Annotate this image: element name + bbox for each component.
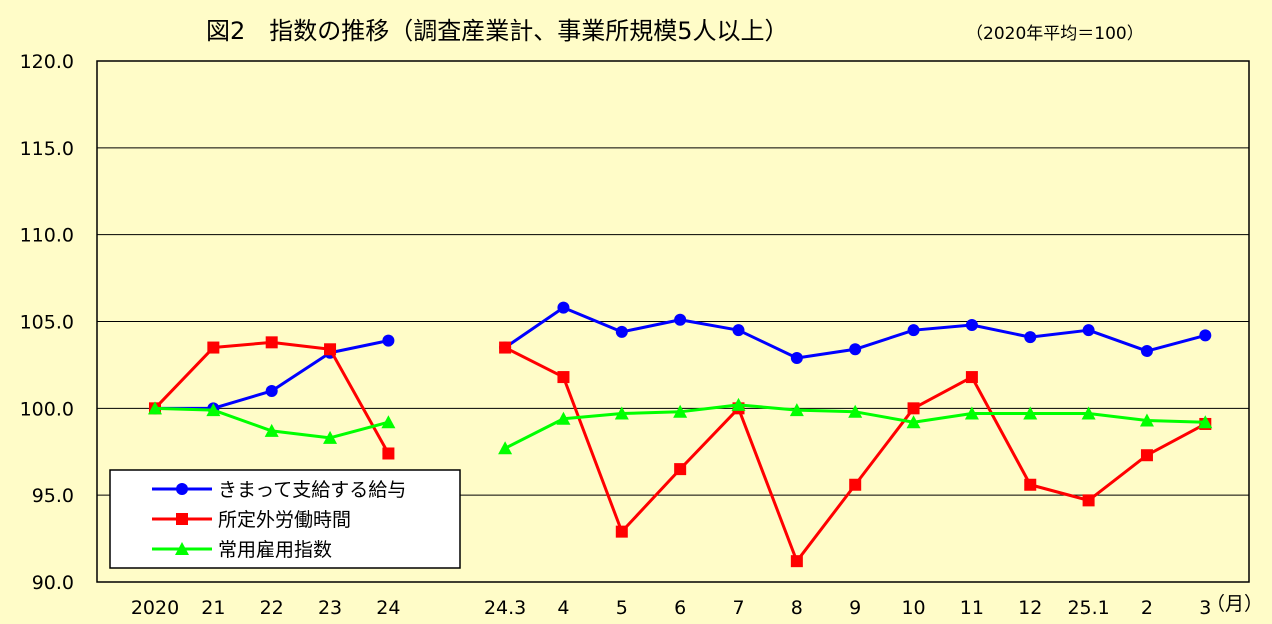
- data-point: [849, 478, 862, 491]
- legend-marker: [175, 542, 189, 555]
- x-tick-label: 4: [557, 597, 569, 619]
- data-point: [206, 403, 221, 417]
- y-tick-label: 110.0: [20, 225, 74, 247]
- y-tick-label: 115.0: [20, 138, 74, 160]
- x-tick-label: 25.1: [1067, 597, 1109, 619]
- y-tick-label: 100.0: [20, 398, 74, 420]
- data-point: [499, 341, 512, 354]
- series-triangle: [148, 397, 1213, 455]
- x-axis-ticks: 2020 21 22 23 24 24.3 4 5 6 7 8 9 10 11 12 25.1 2 3: [131, 597, 1212, 619]
- data-point: [848, 404, 863, 418]
- x-tick-label: 22: [260, 597, 284, 619]
- data-point: [964, 406, 979, 420]
- data-point: [264, 423, 279, 437]
- x-tick-label: 6: [674, 597, 686, 619]
- y-axis-ticks: 120.0 115.0 110.0 105.0 100.0 95.0 90.0: [20, 51, 74, 594]
- data-point: [615, 525, 628, 538]
- data-point: [790, 555, 803, 568]
- data-point: [498, 441, 513, 455]
- y-tick-label: 105.0: [20, 312, 74, 334]
- data-point: [1140, 449, 1153, 462]
- data-point: [324, 343, 337, 356]
- legend-label: 所定外労働時間: [218, 509, 351, 531]
- chart-subtitle: （2020年平均＝100）: [966, 24, 1144, 44]
- data-point: [907, 402, 920, 415]
- data-point: [849, 343, 862, 356]
- data-point: [1140, 345, 1153, 358]
- x-tick-label: 23: [318, 597, 342, 619]
- x-tick-label: 12: [1018, 597, 1042, 619]
- data-point: [557, 371, 570, 384]
- data-point: [674, 313, 687, 326]
- x-tick-label: 8: [791, 597, 803, 619]
- data-point: [556, 411, 571, 425]
- legend-label: 常用雇用指数: [218, 539, 332, 561]
- data-point: [674, 463, 687, 476]
- data-point: [614, 406, 629, 420]
- x-tick-label: 9: [849, 597, 861, 619]
- data-point: [557, 301, 570, 314]
- x-tick-label: 24: [376, 597, 400, 619]
- chart-title: 図2 指数の推移（調査産業計、事業所規模5人以上）: [206, 17, 789, 45]
- data-point: [1198, 415, 1213, 429]
- data-point: [148, 401, 162, 415]
- x-tick-label: 5: [616, 597, 628, 619]
- x-tick-label: 2: [1141, 597, 1153, 619]
- data-point: [965, 318, 978, 331]
- data-point: [790, 351, 803, 364]
- data-point: [731, 397, 746, 411]
- x-tick-label: 21: [201, 597, 225, 619]
- x-tick-label: 24.3: [484, 597, 526, 619]
- data-point: [382, 334, 395, 347]
- data-point: [1139, 413, 1154, 427]
- legend-label: きまって支給する給与: [218, 479, 406, 501]
- data-point: [265, 384, 278, 397]
- x-tick-label: 3: [1199, 597, 1211, 619]
- data-point: [673, 404, 688, 418]
- data-point: [789, 403, 804, 417]
- x-tick-label: 10: [901, 597, 925, 619]
- x-tick-label: 2020: [131, 597, 179, 619]
- data-point: [1023, 406, 1038, 420]
- data-point: [1082, 324, 1095, 337]
- data-point: [323, 430, 338, 444]
- legend-marker: [176, 483, 188, 495]
- data-point: [965, 371, 978, 384]
- y-tick-label: 90.0: [32, 572, 74, 594]
- x-tick-label: 7: [732, 597, 744, 619]
- data-point: [1082, 494, 1095, 507]
- data-point: [382, 447, 395, 460]
- data-point: [906, 415, 921, 429]
- data-point: [1081, 406, 1096, 420]
- data-point: [732, 324, 745, 337]
- data-point: [615, 325, 628, 338]
- data-point: [381, 415, 396, 429]
- data-point: [207, 341, 220, 354]
- y-tick-label: 95.0: [32, 485, 74, 507]
- y-tick-label: 120.0: [20, 51, 74, 73]
- series-layer: [148, 301, 1213, 568]
- x-axis-unit: （月）: [1206, 593, 1263, 615]
- legend-marker: [176, 513, 188, 525]
- data-point: [1199, 329, 1212, 342]
- data-point: [1024, 331, 1037, 344]
- x-tick-label: 11: [960, 597, 984, 619]
- data-point: [1024, 478, 1037, 491]
- data-point: [907, 324, 920, 337]
- data-point: [265, 336, 278, 349]
